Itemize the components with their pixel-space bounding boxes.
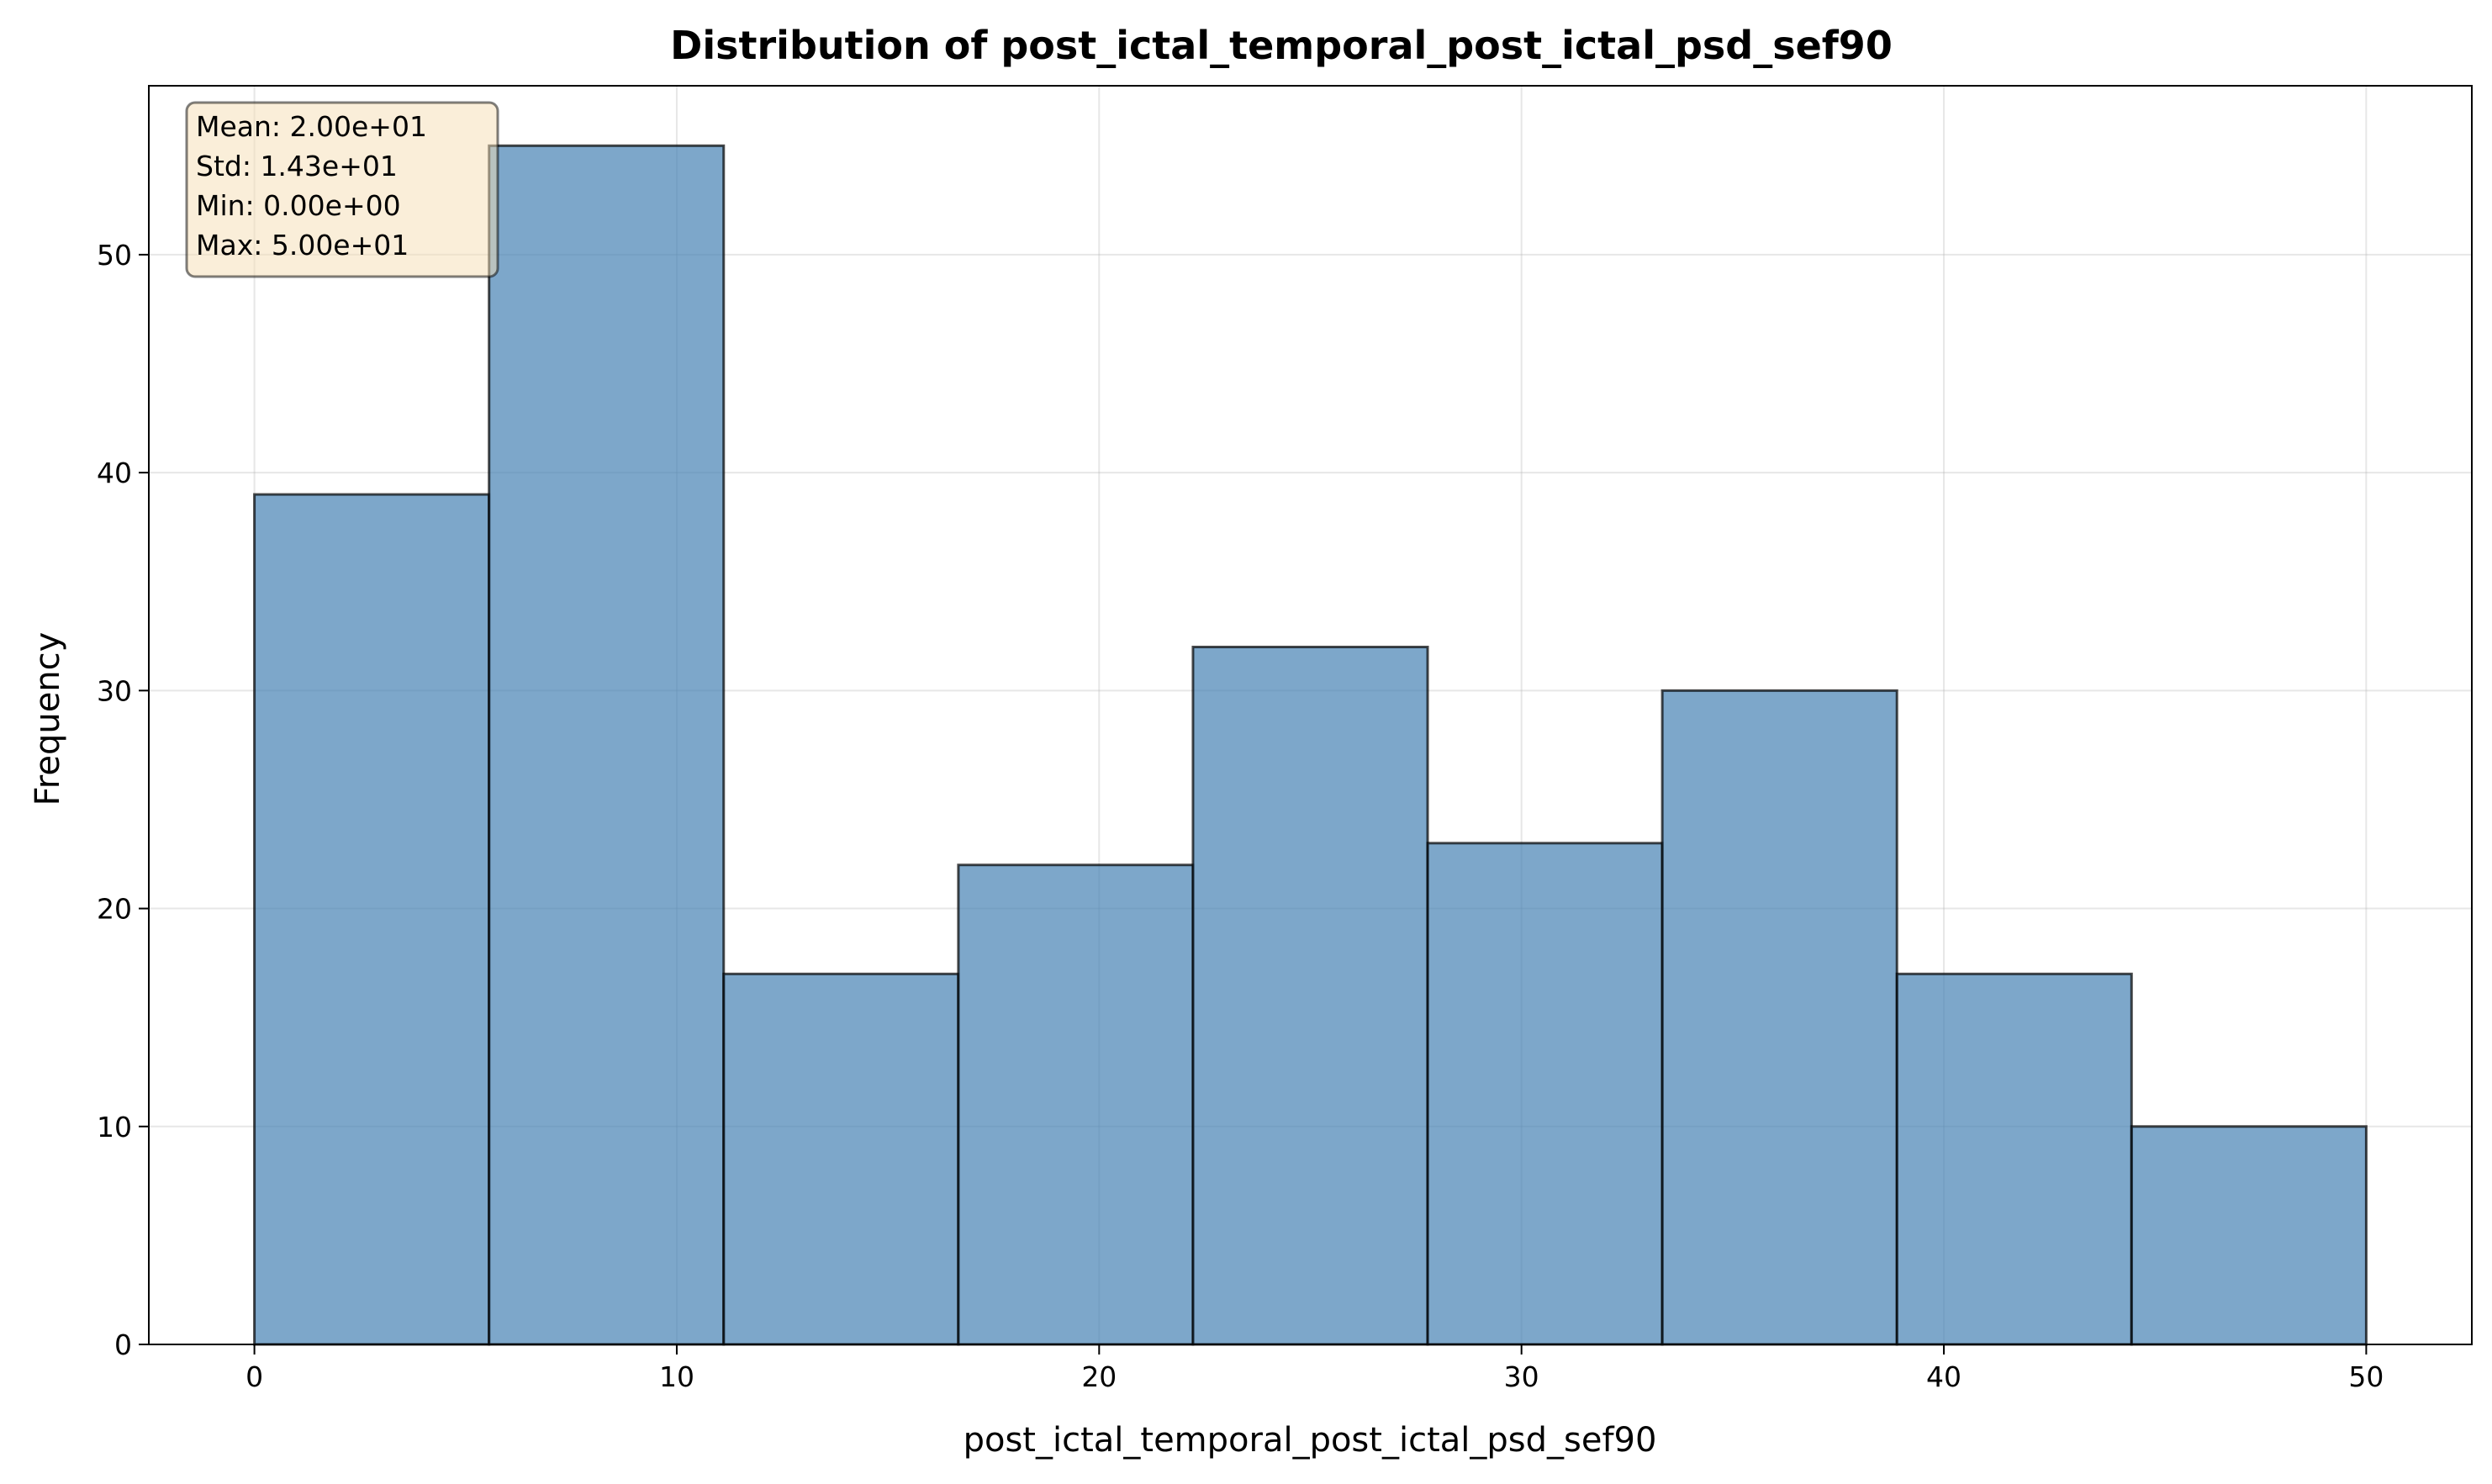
stats-max: Max: 5.00e+01 [196, 229, 409, 261]
y-axis-ticks: 0 10 20 30 40 50 [97, 239, 149, 1361]
chart-title: Distribution of post_ictal_temporal_post… [670, 23, 1893, 68]
y-tick-label: 30 [97, 674, 132, 707]
histogram-bar-6 [1426, 842, 1664, 1346]
y-tick-label: 50 [97, 239, 132, 272]
x-axis-ticks: 0 10 20 30 40 50 [246, 1344, 2384, 1393]
y-tick-label: 40 [97, 457, 132, 489]
stats-box: Mean: 2.00e+01 Std: 1.43e+01 Min: 0.00e+… [185, 101, 499, 278]
histogram-bar-9 [2130, 1125, 2368, 1346]
stats-min: Min: 0.00e+00 [196, 189, 401, 222]
x-tick-label: 0 [246, 1360, 263, 1393]
y-tick-label: 20 [97, 893, 132, 926]
histogram-bar-1 [253, 493, 491, 1346]
x-axis-label: post_ictal_temporal_post_ictal_psd_sef90 [964, 1421, 1657, 1460]
y-tick-label: 0 [114, 1328, 132, 1361]
stats-mean: Mean: 2.00e+01 [196, 110, 427, 143]
histogram-bar-2 [488, 144, 726, 1346]
histogram-bar-5 [1191, 645, 1429, 1346]
histogram-bar-8 [1895, 972, 2133, 1346]
y-axis-label: Frequency [29, 632, 67, 806]
histogram-bar-7 [1660, 689, 1898, 1346]
histogram-bar-3 [722, 972, 960, 1346]
y-tick-label: 10 [97, 1111, 132, 1143]
stats-box-background [185, 101, 499, 278]
bars [253, 144, 2368, 1346]
histogram-bar-4 [957, 863, 1195, 1346]
plot-frame [148, 85, 2473, 1345]
x-tick-label: 40 [1926, 1360, 1961, 1393]
stats-std: Std: 1.43e+01 [196, 150, 398, 182]
x-tick-label: 30 [1504, 1360, 1539, 1393]
x-tick-label: 50 [2348, 1360, 2384, 1393]
x-tick-label: 20 [1081, 1360, 1117, 1393]
x-tick-label: 10 [659, 1360, 694, 1393]
